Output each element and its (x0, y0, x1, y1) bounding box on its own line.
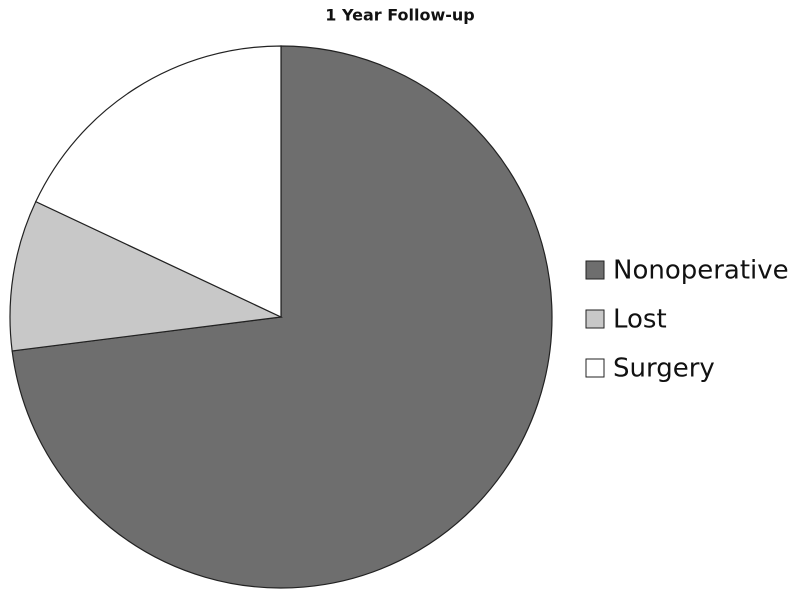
legend-swatch (585, 260, 605, 280)
pie-slice (34, 45, 282, 318)
legend-swatch (585, 358, 605, 378)
legend-label: Nonoperative (613, 256, 789, 286)
legend-swatch (585, 309, 605, 329)
pie-slice (9, 200, 284, 352)
legend-label: Lost (613, 305, 667, 335)
legend-label: Surgery (613, 354, 715, 384)
chart-title: 1 Year Follow-up (325, 6, 474, 25)
